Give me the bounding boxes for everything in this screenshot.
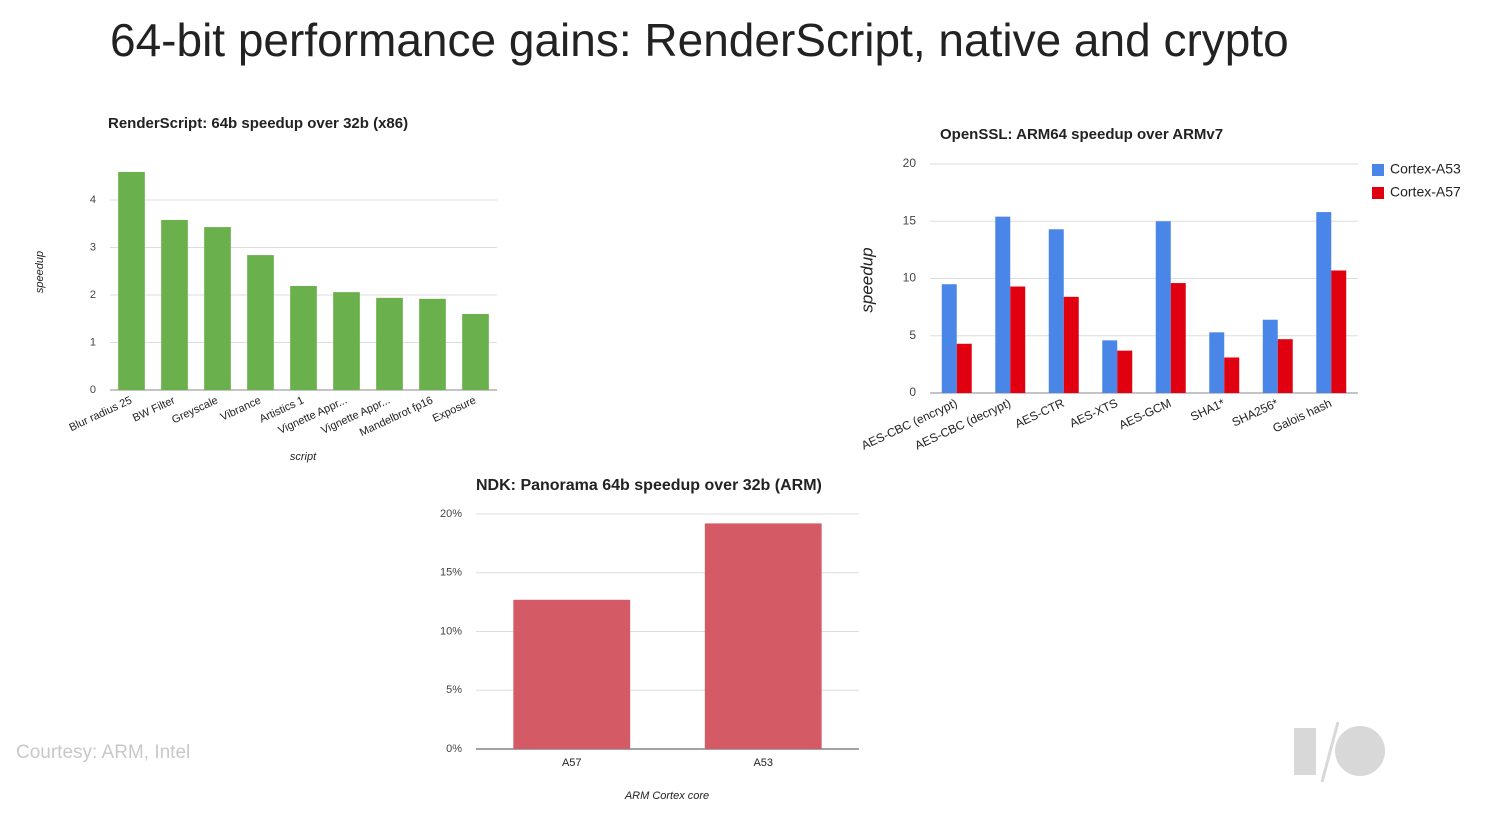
chart-title: RenderScript: 64b speedup over 32b (x86) — [108, 115, 408, 132]
y-tick-label: 2 — [90, 289, 96, 301]
y-tick-label: 20% — [440, 508, 462, 520]
legend-swatch — [1372, 187, 1384, 199]
bar — [956, 343, 972, 393]
bar — [1102, 340, 1118, 393]
x-tick-label: Exposure — [431, 394, 478, 425]
slide-title: 64-bit performance gains: RenderScript, … — [110, 14, 1289, 66]
bar — [1048, 229, 1064, 393]
chart-title: NDK: Panorama 64b speedup over 32b (ARM) — [476, 477, 822, 494]
bar — [704, 523, 822, 749]
bar — [1331, 270, 1347, 393]
y-tick-label: 10 — [903, 271, 917, 285]
bar — [1010, 286, 1026, 393]
x-tick-label: AES-XTS — [1067, 396, 1119, 430]
bar — [1316, 212, 1332, 393]
bar — [1117, 350, 1133, 393]
bar — [1063, 296, 1079, 393]
bar — [1170, 283, 1186, 393]
y-axis-label: speedup — [857, 247, 876, 312]
legend-label: Cortex-A53 — [1390, 161, 1461, 177]
y-tick-label: 5 — [909, 328, 916, 342]
x-tick-label: SHA1* — [1188, 396, 1227, 424]
y-tick-label: 15% — [440, 567, 462, 579]
x-tick-label: AES-CBC (decrypt) — [913, 396, 1013, 453]
courtesy: Courtesy: ARM, Intel — [16, 742, 190, 763]
y-axis-label: speedup — [34, 251, 46, 293]
bar — [513, 599, 631, 749]
bar — [1209, 332, 1225, 393]
x-axis-label: script — [290, 451, 317, 463]
bar — [1155, 221, 1171, 393]
bar — [290, 285, 317, 390]
legend-swatch — [1372, 164, 1384, 176]
bar — [376, 297, 403, 390]
bar — [462, 314, 489, 390]
x-tick-label: AES-GCM — [1117, 396, 1174, 432]
y-tick-label: 10% — [440, 625, 462, 637]
x-tick-label: AES-CTR — [1013, 396, 1067, 431]
y-tick-label: 0% — [446, 743, 462, 755]
y-tick-label: 3 — [90, 241, 96, 253]
io-logo — [1294, 721, 1385, 783]
bar — [204, 227, 231, 390]
x-tick-label: Vibrance — [219, 394, 263, 423]
bar — [247, 255, 274, 390]
x-tick-label: Mandelbrot fp16 — [358, 394, 435, 438]
y-tick-label: 4 — [90, 194, 96, 206]
y-tick-label: 15 — [903, 213, 917, 227]
bar — [941, 284, 957, 393]
y-tick-label: 0 — [909, 385, 916, 399]
y-tick-label: 0 — [90, 384, 96, 396]
bar — [118, 171, 145, 390]
bar — [1224, 357, 1240, 393]
y-tick-label: 20 — [903, 156, 917, 170]
x-tick-label: Galois hash — [1271, 396, 1334, 435]
legend-label: Cortex-A57 — [1390, 184, 1461, 200]
x-tick-label: BW Filter — [131, 394, 177, 424]
x-tick-label: Blur radius 25 — [67, 394, 134, 434]
bar — [161, 219, 188, 390]
x-tick-label: A53 — [753, 757, 773, 769]
bar — [1277, 339, 1293, 393]
x-axis-label: ARM Cortex core — [624, 790, 709, 802]
chart-title: OpenSSL: ARM64 speedup over ARMv7 — [940, 126, 1223, 143]
y-tick-label: 5% — [446, 684, 462, 696]
x-tick-label: Greyscale — [170, 394, 220, 426]
y-tick-label: 1 — [90, 336, 96, 348]
bar — [1262, 319, 1278, 393]
bar — [995, 216, 1011, 393]
bar — [419, 298, 446, 390]
x-tick-label: A57 — [562, 757, 582, 769]
bar — [333, 292, 360, 390]
